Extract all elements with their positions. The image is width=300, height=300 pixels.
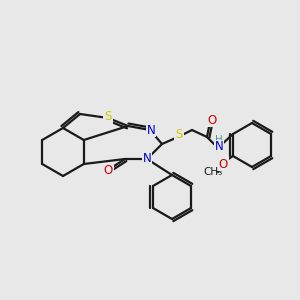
Text: S: S	[104, 110, 112, 124]
Text: CH₃: CH₃	[203, 167, 223, 177]
Text: S: S	[175, 128, 183, 142]
Text: N: N	[142, 152, 152, 166]
Text: O: O	[218, 158, 228, 170]
Text: O: O	[207, 113, 217, 127]
Text: N: N	[214, 140, 224, 154]
Text: H: H	[215, 135, 223, 145]
Text: N: N	[147, 124, 155, 136]
Text: O: O	[103, 164, 112, 176]
